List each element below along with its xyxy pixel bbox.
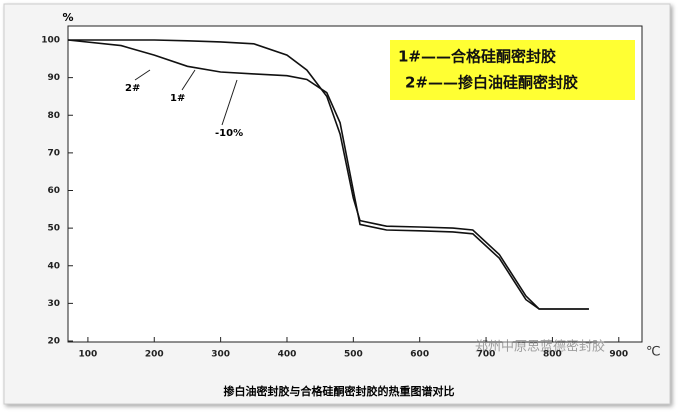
series-line [68, 39, 589, 310]
y-tick-label: 30 [47, 299, 60, 309]
y-tick-label: 100 [41, 36, 60, 46]
x-tick-label: 300 [211, 350, 230, 360]
y-tick-label: 40 [47, 261, 60, 271]
y-tick-label: 20 [47, 337, 60, 347]
annotation: 2# [125, 83, 140, 94]
watermark: 郑州中原思蓝德密封胶 [475, 339, 605, 355]
x-tick-label: 500 [344, 350, 363, 360]
x-tick-label: 900 [609, 350, 628, 360]
x-tick-label: 100 [79, 350, 98, 360]
y-tick-label: 90 [47, 73, 60, 83]
legend-label: 1#——合格硅酮密封胶 [398, 48, 556, 66]
series-line [67, 39, 589, 310]
x-tick-label: 800 [543, 350, 562, 360]
y-tick-label: 80 [47, 111, 60, 121]
y-tick-label: 50 [47, 224, 60, 234]
x-tick-label: 400 [278, 350, 297, 360]
y-tick-label: 70 [47, 148, 60, 158]
caption: 掺白油密封胶与合格硅酮密封胶的热重图谱对比 [224, 384, 455, 398]
annotation: -10% [215, 128, 243, 139]
legend-label: 2#——掺白油硅酮密封胶 [405, 74, 578, 92]
x-tick-label: 200 [145, 350, 164, 360]
x-tick-label: 700 [477, 350, 496, 360]
leader-lines [134, 69, 238, 126]
annotation: 1# [170, 93, 185, 104]
legend-box [390, 40, 635, 100]
y-tick-label: 60 [47, 186, 60, 196]
x-tick-label: 600 [410, 350, 429, 360]
x-label: ℃ [646, 345, 661, 360]
y-label: % [62, 11, 73, 24]
